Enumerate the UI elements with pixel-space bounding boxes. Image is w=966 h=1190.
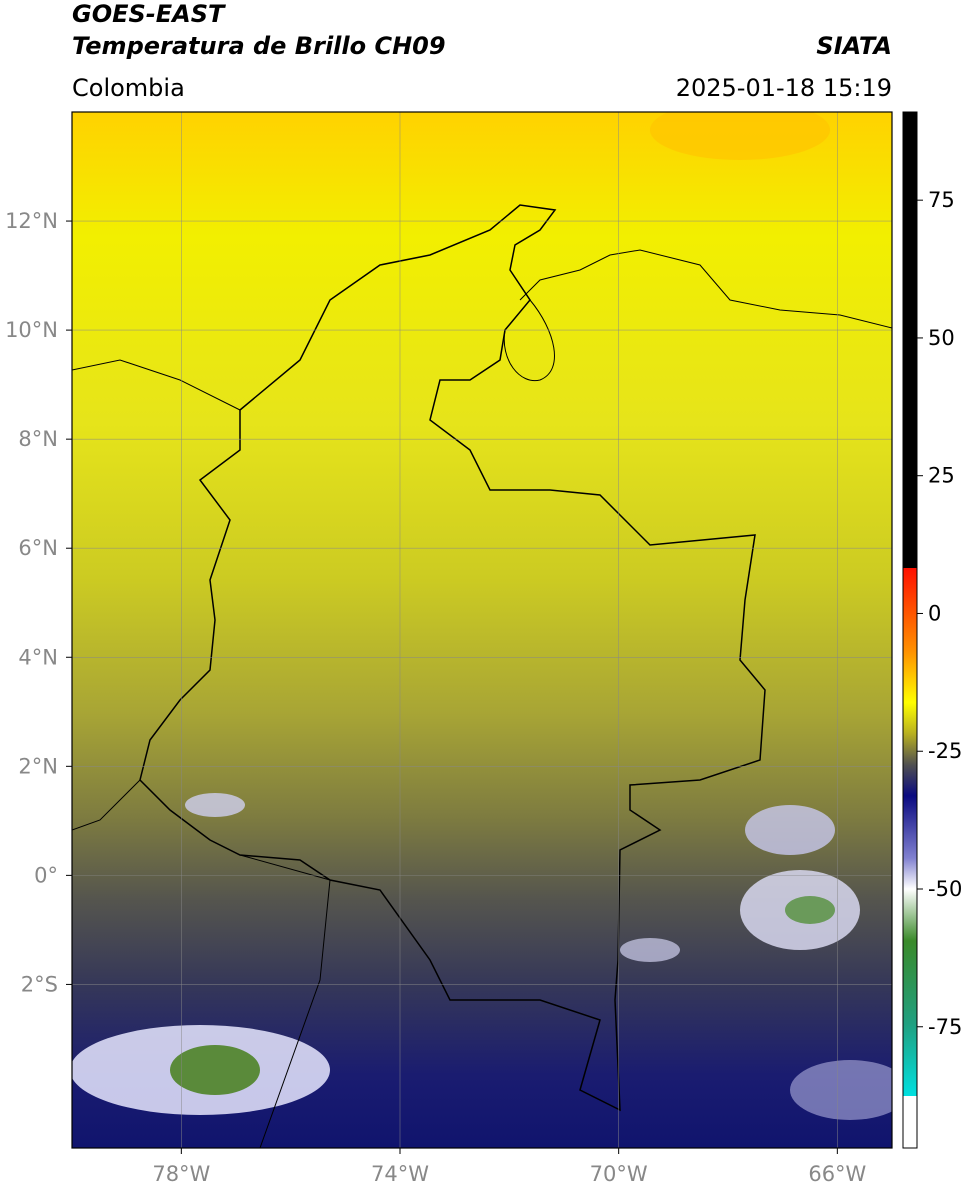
lat-tick-label: 0° xyxy=(34,863,58,887)
lat-tick-label: 2°S xyxy=(21,972,58,996)
colorbar-tick-label: 75 xyxy=(928,188,955,212)
title: GOES-EAST xyxy=(72,0,226,28)
lat-tick-label: 8°N xyxy=(18,427,58,451)
lat-tick-label: 6°N xyxy=(18,536,58,560)
colorbar-tick-label: -75 xyxy=(928,1015,962,1039)
colorbar xyxy=(902,111,918,1149)
lat-tick-label: 4°N xyxy=(18,645,58,669)
colorbar-tick-label: 25 xyxy=(928,464,955,488)
colorbar-tick-label: 50 xyxy=(928,326,955,350)
map-image xyxy=(72,112,892,1148)
colorbar-tick-label: -25 xyxy=(928,739,962,763)
subtitle: Temperatura de Brillo CH09 xyxy=(72,32,446,60)
graticule xyxy=(72,112,892,1148)
lat-tick-label: 12°N xyxy=(5,209,58,233)
colorbar-tick-label: -50 xyxy=(928,877,962,901)
source: SIATA xyxy=(816,32,892,60)
colorbar-tick-label: 0 xyxy=(928,601,941,625)
lon-tick-label: 66°W xyxy=(808,1162,866,1186)
lat-tick-label: 2°N xyxy=(18,754,58,778)
lon-tick-label: 78°W xyxy=(152,1162,210,1186)
lat-tick-label: 10°N xyxy=(5,318,58,342)
region: Colombia xyxy=(72,74,185,102)
lon-tick-label: 70°W xyxy=(590,1162,648,1186)
lon-tick-label: 74°W xyxy=(371,1162,429,1186)
map-frame xyxy=(71,111,893,1149)
datetime: 2025-01-18 15:19 xyxy=(676,74,892,102)
